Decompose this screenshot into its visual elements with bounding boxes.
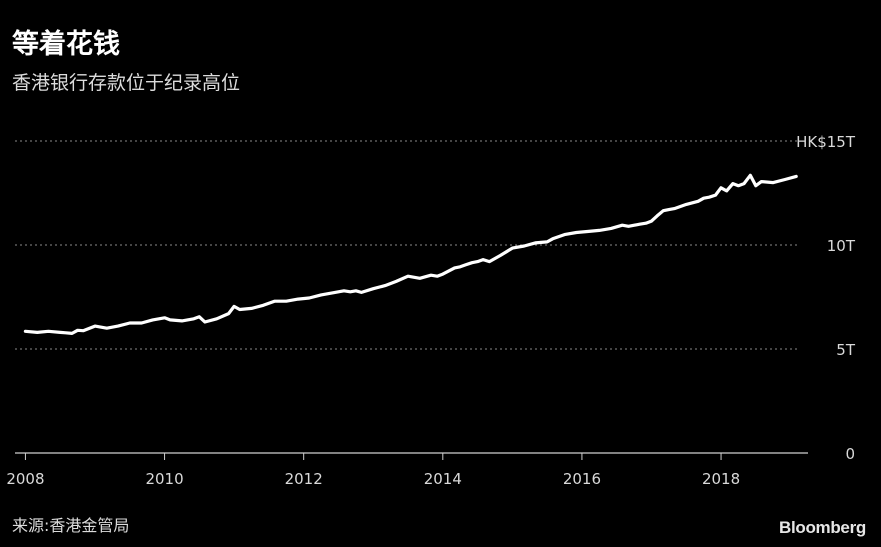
- deposits-series-line: [23, 173, 798, 335]
- y-tick-label: 0: [845, 445, 855, 463]
- chart-subtitle: 香港银行存款位于纪录高位: [12, 72, 241, 94]
- bloomberg-logo: Bloomberg: [778, 518, 866, 537]
- source-note: 来源:香港金管局: [12, 516, 130, 535]
- x-tick-labels: 2008 2010 2012 2014 2016 2018: [6, 470, 740, 488]
- x-tick-label: 2016: [563, 470, 601, 488]
- series-layer: [23, 173, 798, 335]
- x-tick-label: 2008: [6, 470, 44, 488]
- x-axis: [15, 452, 808, 460]
- y-tick-label: 10T: [827, 237, 856, 255]
- x-tick-label: 2012: [285, 470, 323, 488]
- y-tick-labels: 0 5T 10T HK$15T: [796, 133, 856, 463]
- y-gridlines: [15, 140, 800, 350]
- y-tick-label: HK$15T: [796, 133, 856, 151]
- chart-title: 等着花钱: [12, 29, 120, 60]
- x-tick-label: 2010: [145, 470, 183, 488]
- x-tick-label: 2014: [424, 470, 462, 488]
- x-tick-label: 2018: [702, 470, 740, 488]
- y-tick-label: 5T: [836, 341, 856, 359]
